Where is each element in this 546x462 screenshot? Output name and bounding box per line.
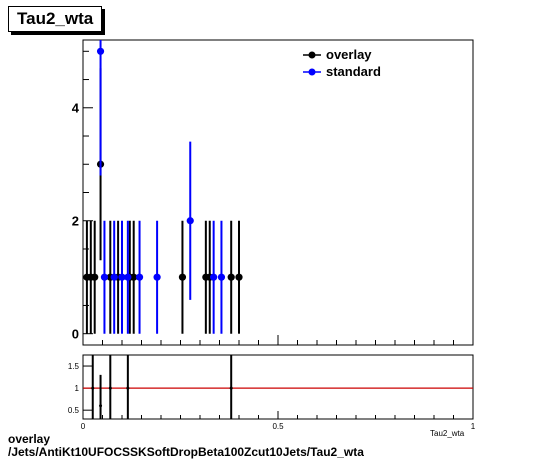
ratio-plot-border — [82, 354, 474, 420]
footer-path: /Jets/AntiKt10UFOCSSKSoftDropBeta100Zcut… — [8, 445, 364, 459]
data-point-overlay-11 — [227, 273, 235, 281]
main-plot-border — [82, 39, 474, 346]
ratio-x-tick-label: 0 — [81, 422, 86, 431]
data-point-overlay-2 — [91, 273, 99, 281]
data-point-standard-2 — [110, 273, 118, 281]
data-point-standard-6 — [153, 273, 161, 281]
data-point-standard-9 — [217, 273, 226, 281]
legend-standard-marker — [308, 68, 316, 76]
data-point-standard-4 — [124, 273, 132, 281]
ratio-point-1 — [91, 386, 95, 390]
footer-label: overlay — [8, 432, 51, 446]
main-y-tick-label: 0 — [72, 326, 79, 341]
ratio-point-3 — [126, 386, 130, 390]
ratio-point-2 — [108, 386, 112, 390]
legend-overlay-label: overlay — [326, 47, 372, 62]
data-point-standard-3 — [118, 273, 126, 281]
ratio-plot-frame — [82, 354, 474, 420]
data-point-overlay-12 — [235, 273, 243, 281]
data-point-overlay-7 — [130, 273, 138, 281]
data-point-standard-0 — [96, 47, 105, 55]
data-point-standard-1 — [100, 273, 109, 281]
legend-overlay-marker — [308, 51, 316, 59]
data-point-standard-5 — [135, 273, 144, 281]
main-y-tick-label: 2 — [72, 213, 79, 228]
ratio-x-axis-label: Tau2_wta — [430, 429, 465, 438]
main-y-tick-label: 4 — [72, 100, 80, 115]
ratio-x-tick-label: 0.5 — [272, 422, 284, 431]
chart-title: Tau2_wta — [8, 6, 103, 32]
legend-standard-label: standard — [326, 64, 381, 79]
ratio-y-tick-label: 0.5 — [68, 406, 80, 415]
ratio-point-0 — [99, 404, 103, 408]
data-point-standard-8 — [210, 273, 218, 281]
main-plot-marks — [83, 40, 243, 334]
data-point-standard-7 — [186, 217, 194, 225]
legend: overlay standard — [303, 47, 381, 79]
ratio-point-4 — [229, 386, 233, 390]
main-plot-frame — [82, 39, 474, 346]
ratio-y-tick-label: 1 — [75, 384, 80, 393]
ratio-y-tick-label: 1.5 — [68, 362, 80, 371]
data-point-overlay-8 — [178, 273, 187, 281]
ratio-x-tick-label: 1 — [471, 422, 476, 431]
ratio-plot-marks — [83, 355, 473, 419]
ratio-plot-axes: 0.511.50 0.5 1 — [68, 362, 476, 431]
